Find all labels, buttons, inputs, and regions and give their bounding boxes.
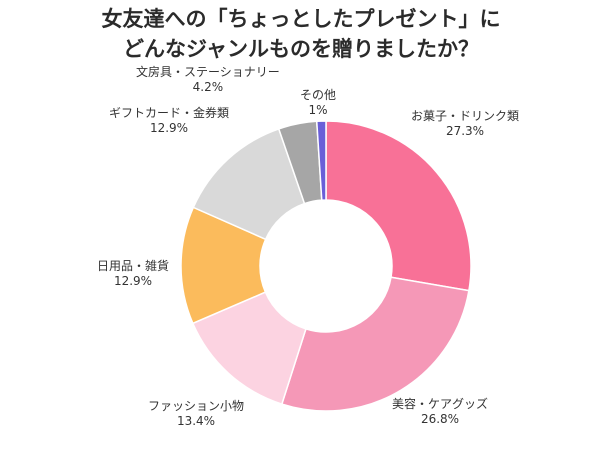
- slice-label-value: 13.4%: [176, 414, 216, 428]
- chart-title: 女友達への「ちょっとしたプレゼント」に どんなジャンルものを贈りましたか？: [0, 4, 602, 64]
- slice-label-value: 27.3%: [445, 124, 485, 138]
- slice-label-6: その他 1%: [300, 88, 336, 118]
- slice-label-name: ギフトカード・金券類: [109, 106, 230, 120]
- slice-label-value: 26.8%: [420, 412, 460, 426]
- slice-label-name: その他: [300, 88, 337, 102]
- slice-label-1: 美容・ケアグッズ 26.8%: [392, 397, 488, 427]
- slice-label-name: ファッション小物: [148, 399, 245, 413]
- slice-label-name: 美容・ケアグッズ: [392, 397, 489, 411]
- slice-1: [280, 276, 470, 412]
- slice-label-value: 4.2%: [192, 80, 224, 94]
- donut-hole: [260, 200, 392, 332]
- slice-label-name: 文房具・ステーショナリー: [136, 65, 280, 79]
- slice-label-value: 12.9%: [149, 121, 189, 135]
- chart-title-line-2: どんなジャンルものを贈りましたか？: [123, 37, 479, 61]
- slice-label-4: ギフトカード・金券類 12.9%: [109, 106, 229, 136]
- chart-title-line-1: 女友達への「ちょっとしたプレゼント」に: [101, 7, 501, 31]
- slice-label-name: お菓子・ドリンク類: [411, 109, 520, 123]
- slice-label-5: 文房具・ステーショナリー 4.2%: [136, 65, 280, 95]
- slice-label-2: ファッション小物 13.4%: [148, 399, 244, 429]
- slice-label-name: 日用品・雑貨: [97, 259, 170, 273]
- slice-label-0: お菓子・ドリンク類 27.3%: [411, 109, 519, 139]
- slice-label-value: 1%: [308, 103, 328, 117]
- slice-label-value: 12.9%: [113, 274, 153, 288]
- slice-label-3: 日用品・雑貨 12.9%: [97, 259, 169, 289]
